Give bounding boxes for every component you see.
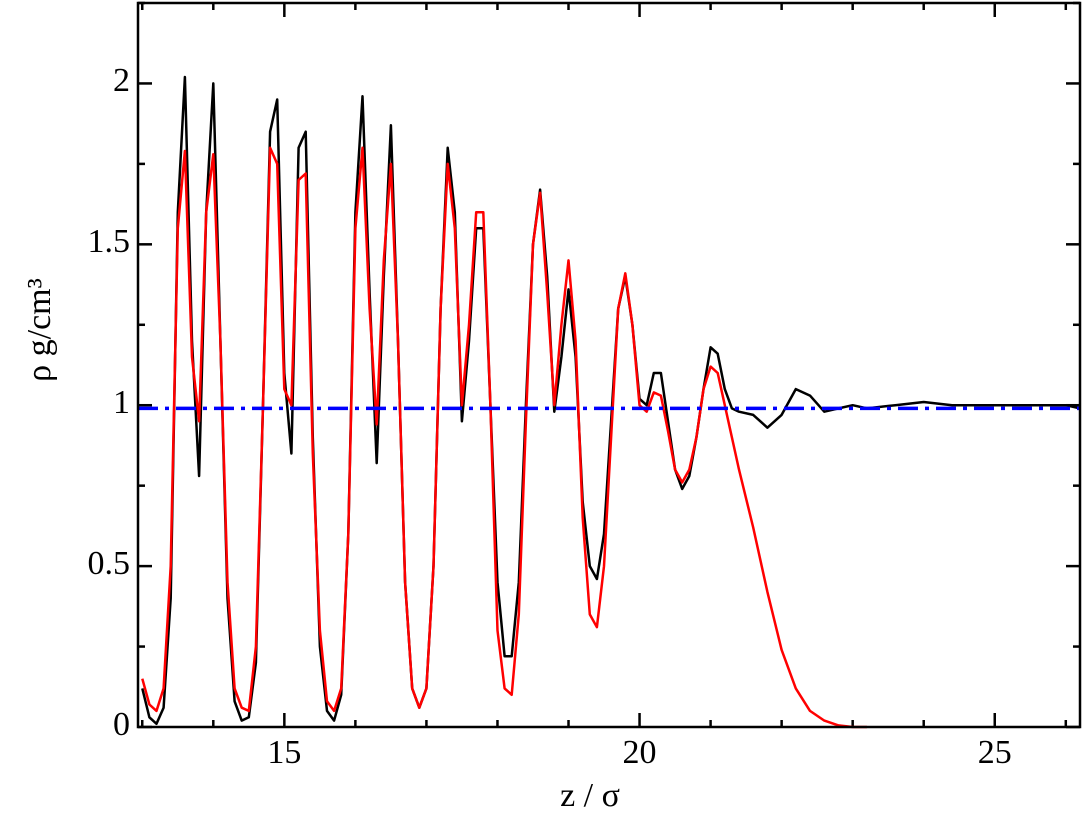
x-tick-label: 15 bbox=[267, 734, 301, 771]
data-line bbox=[141, 146, 867, 729]
x-tick-label: 20 bbox=[623, 734, 657, 771]
x-axis-label: z / σ bbox=[560, 777, 620, 813]
y-axis-label: ρ g/cm³ bbox=[21, 278, 58, 382]
y-tick-label: 2 bbox=[113, 62, 130, 99]
y-tick-label: 0 bbox=[113, 706, 130, 743]
y-tick-label: 1 bbox=[113, 384, 130, 421]
x-tick-label: 25 bbox=[978, 734, 1012, 771]
y-tick-label: 0.5 bbox=[88, 545, 131, 582]
y-tick-label: 1.5 bbox=[88, 223, 131, 260]
plot-frame bbox=[136, 1, 1082, 729]
data-line bbox=[141, 75, 1081, 726]
